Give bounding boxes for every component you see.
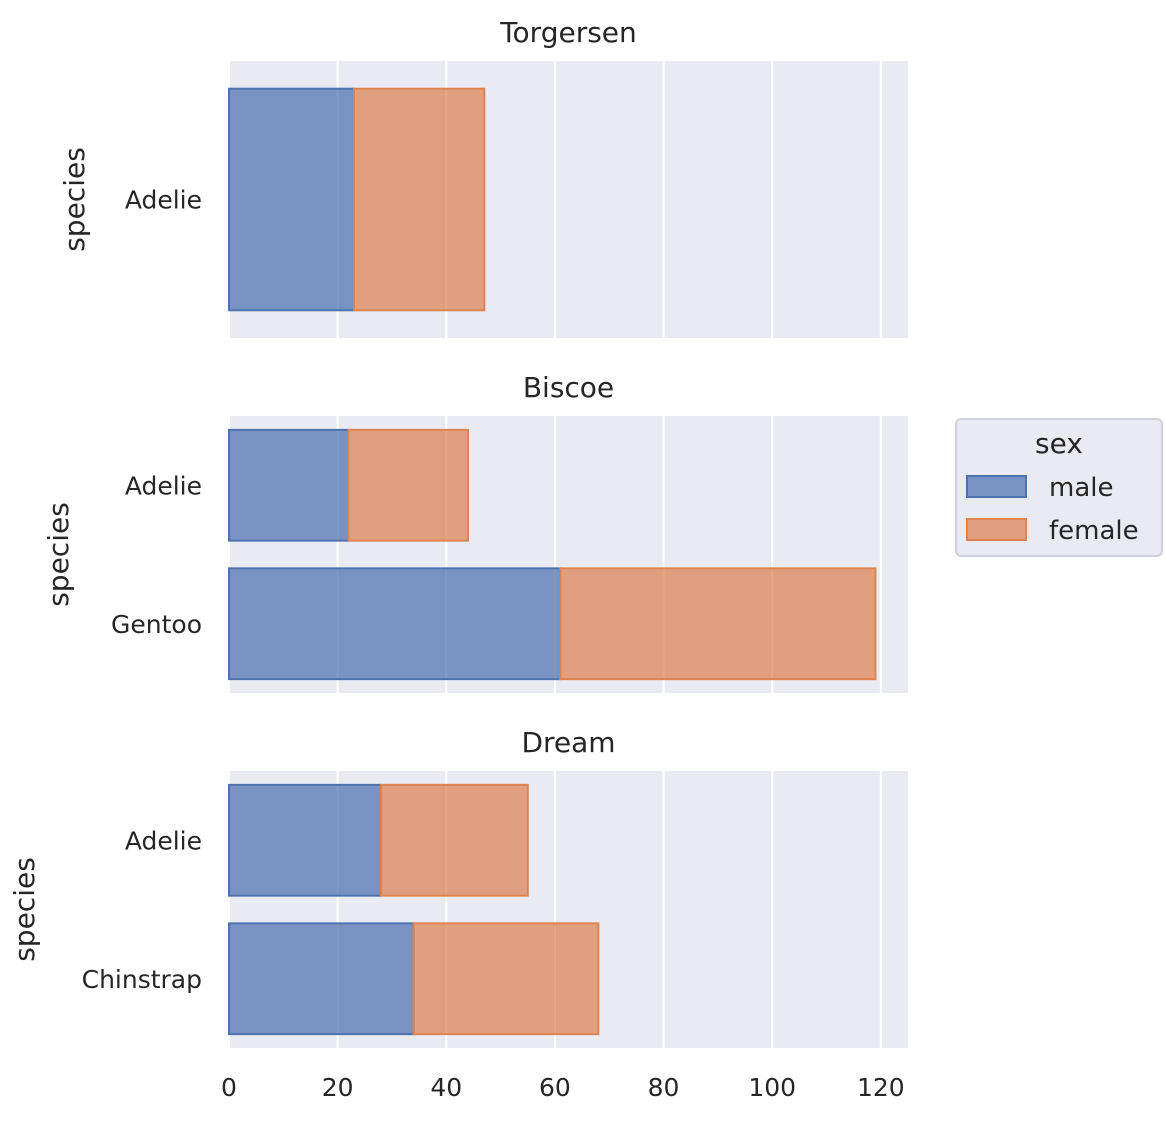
legend-label-female: female xyxy=(1049,516,1139,546)
panel-biscoe: Biscoe Adelie Gentoo species xyxy=(42,371,908,693)
bar-female-adelie xyxy=(352,87,486,312)
y-tick-label: Adelie xyxy=(125,186,202,215)
x-tick-label: 120 xyxy=(857,1073,905,1102)
bar-male-adelie xyxy=(228,87,355,312)
y-tick-label: Gentoo xyxy=(111,610,202,639)
x-tick-label: 80 xyxy=(648,1073,680,1102)
chart-panels: Torgersen Adelie species Biscoe Adelie Gentoo… xyxy=(8,16,908,1048)
y-tick-label: Chinstrap xyxy=(82,965,202,994)
bar-female-chinstrap xyxy=(412,922,600,1036)
bar-male-adelie xyxy=(228,783,383,897)
x-tick-label: 40 xyxy=(430,1073,462,1102)
x-axis: 0 20 40 60 80 100 120 xyxy=(221,1073,905,1102)
legend-label-male: male xyxy=(1049,473,1113,503)
bar-female-gentoo xyxy=(559,567,877,681)
y-axis-label: species xyxy=(42,502,75,607)
y-axis-label: species xyxy=(8,857,41,962)
bar-male-adelie xyxy=(228,428,350,542)
panel-dream: Dream Adelie Chinstrap species xyxy=(8,726,908,1048)
panel-title: Torgersen xyxy=(499,16,637,49)
panel-torgersen: Torgersen Adelie species xyxy=(58,16,908,338)
bar-female-adelie xyxy=(347,428,470,542)
bar-male-chinstrap xyxy=(228,922,415,1036)
y-tick-label: Adelie xyxy=(125,826,202,855)
x-tick-label: 0 xyxy=(221,1073,237,1102)
legend-swatch-female xyxy=(966,518,1027,541)
x-tick-label: 100 xyxy=(748,1073,796,1102)
bar-male-gentoo xyxy=(228,567,562,681)
legend-swatch-male xyxy=(966,475,1027,498)
legend-title: sex xyxy=(1035,427,1083,460)
x-tick-label: 20 xyxy=(322,1073,354,1102)
y-tick-label: Adelie xyxy=(125,471,202,500)
legend: sex male female xyxy=(955,418,1163,557)
panel-title: Dream xyxy=(521,726,615,759)
y-axis-label: species xyxy=(58,147,91,252)
x-tick-label: 60 xyxy=(539,1073,571,1102)
panel-title: Biscoe xyxy=(523,371,614,404)
bar-female-adelie xyxy=(380,783,529,897)
